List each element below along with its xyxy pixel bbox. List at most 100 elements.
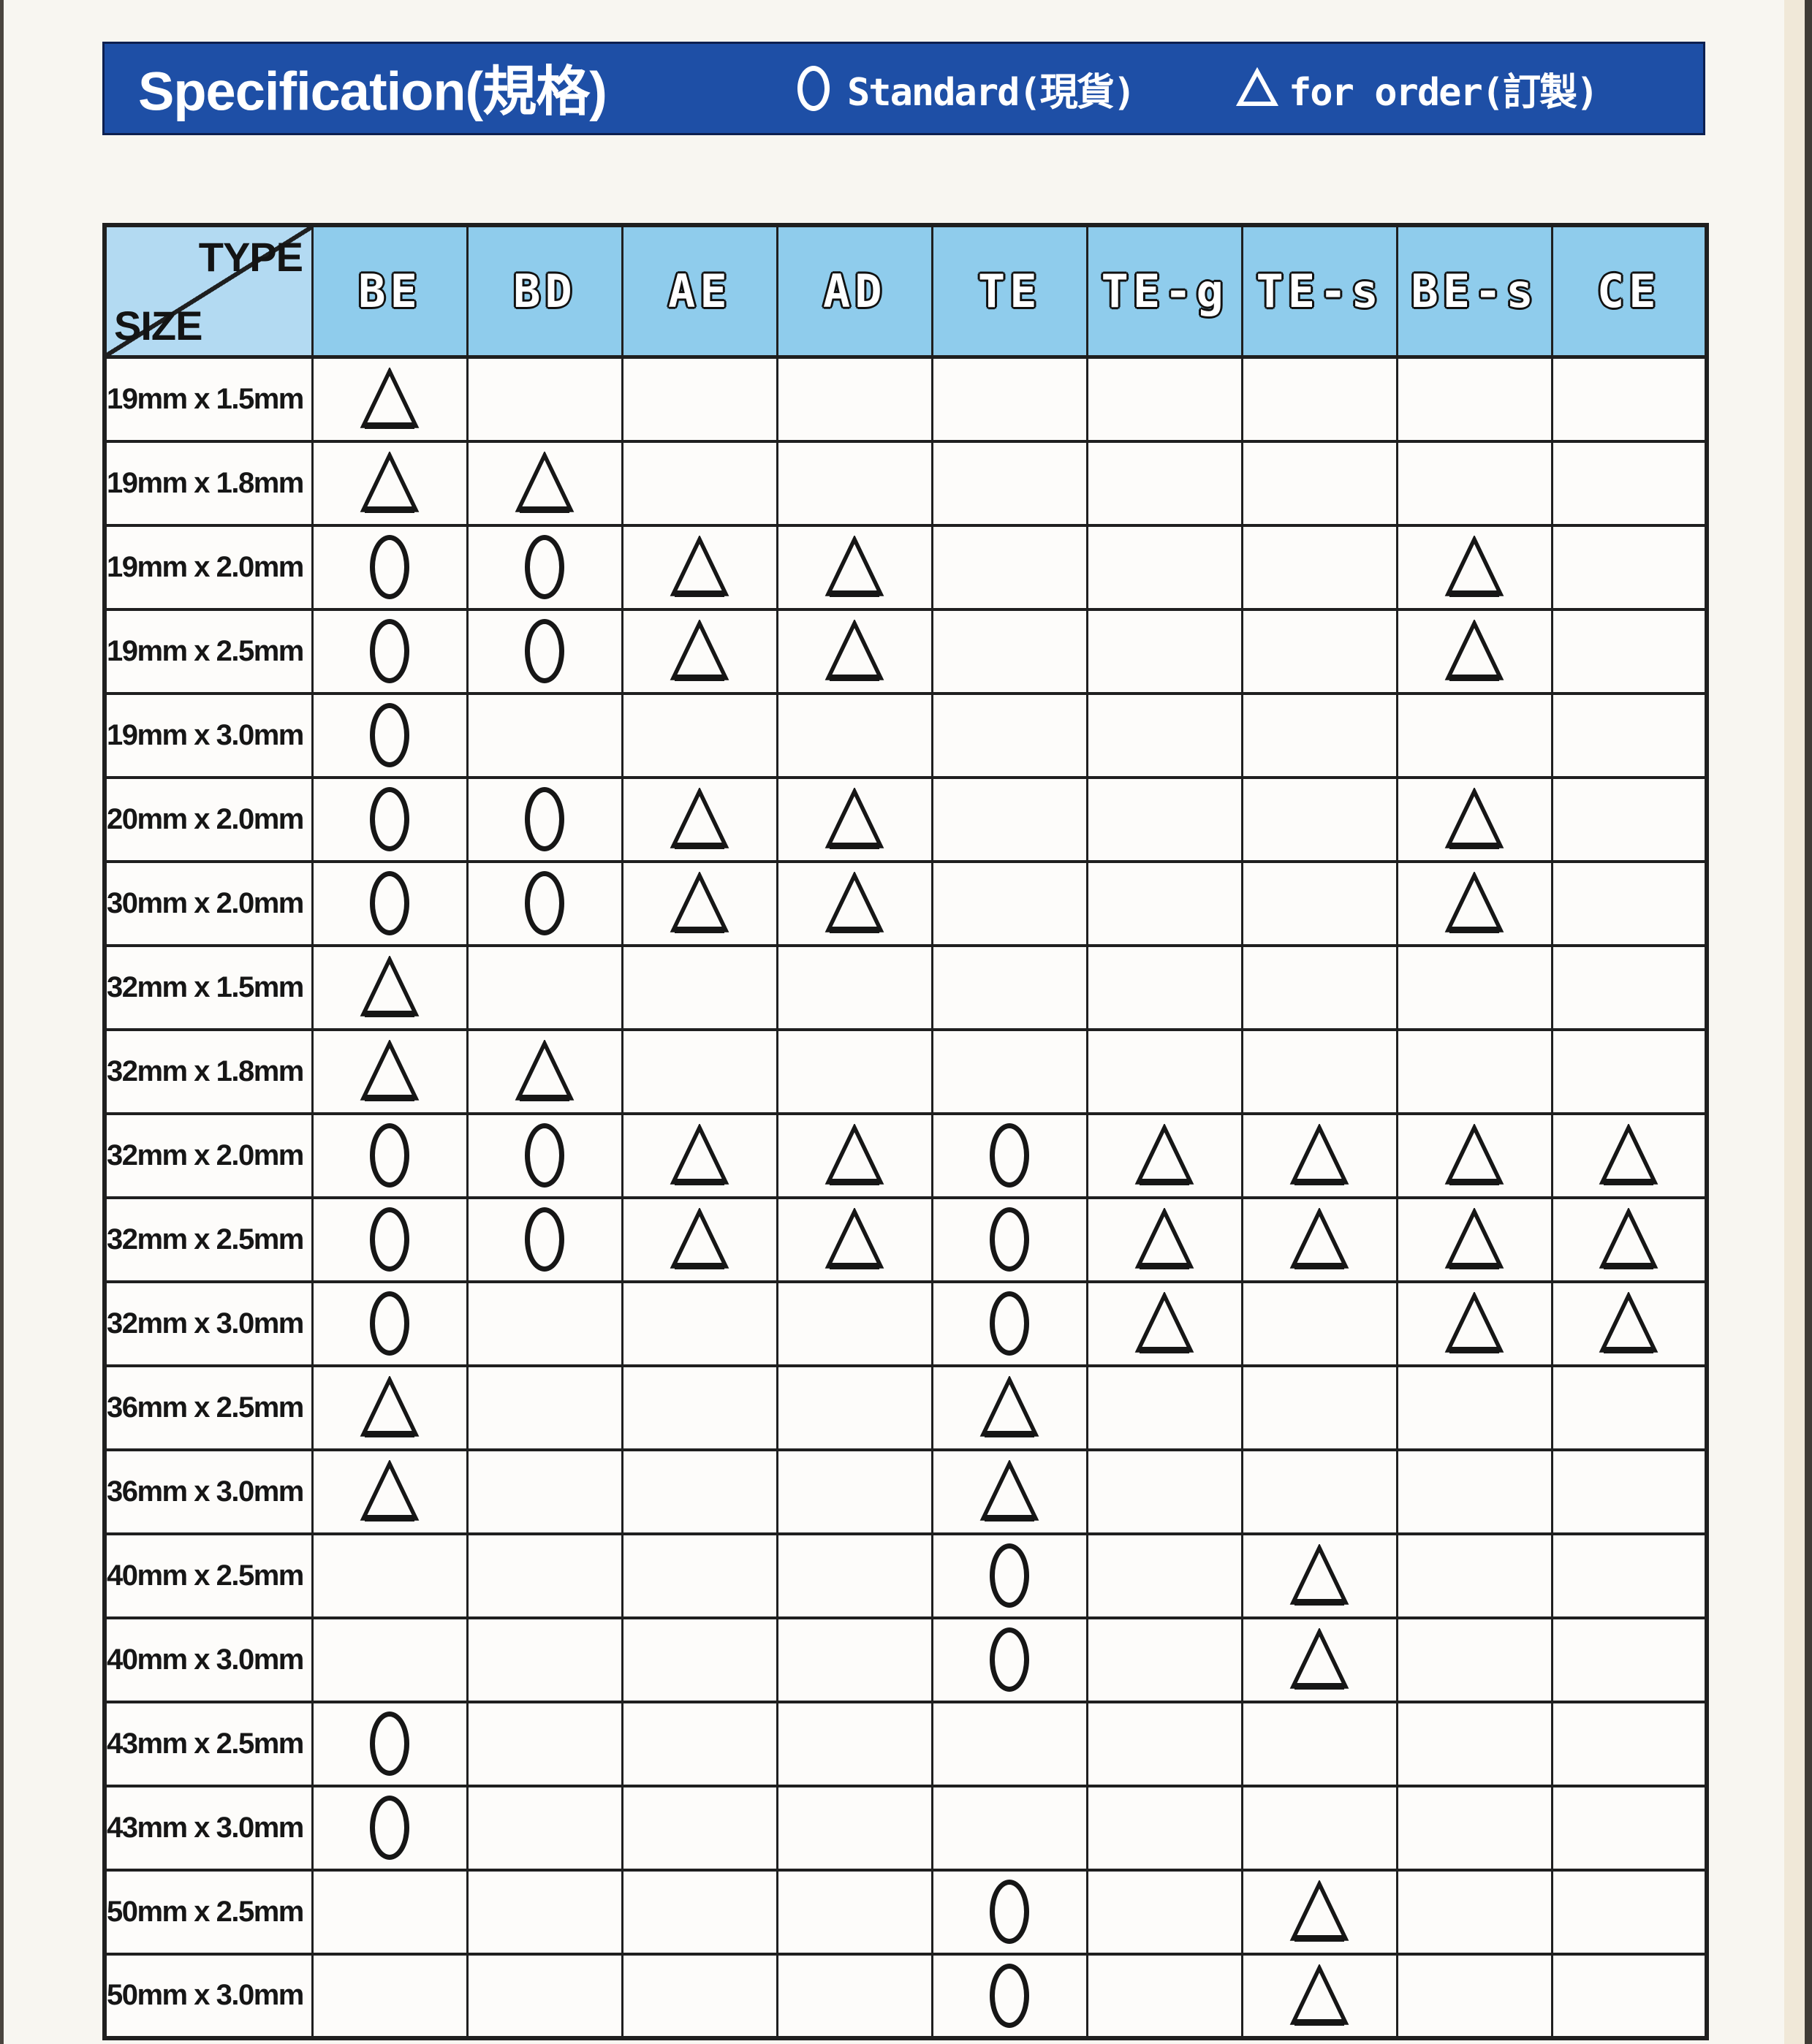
- cell-32mmx2.5mm-AD: [776, 1196, 933, 1283]
- triangle-mark: [670, 872, 729, 933]
- table-row: 32mm x 3.0mm: [103, 1280, 1708, 1367]
- cell-32mmx1.5mm-AD: [776, 943, 933, 1031]
- cell-50mmx3.0mm-BE-s: [1395, 1952, 1553, 2040]
- cell-19mmx3.0mm-BE: [311, 691, 469, 779]
- cell-40mmx2.5mm-BE: [311, 1532, 469, 1619]
- cell-32mmx1.5mm-AE: [621, 943, 778, 1031]
- cell-19mmx1.5mm-CE: [1550, 355, 1708, 443]
- cell-32mmx2.0mm-TE-s: [1240, 1112, 1398, 1199]
- cell-40mmx3.0mm-TE: [930, 1616, 1088, 1703]
- triangle-mark: [1289, 1544, 1349, 1606]
- cell-32mmx2.0mm-AE: [621, 1112, 778, 1199]
- cell-19mmx3.0mm-CE: [1550, 691, 1708, 779]
- cell-19mmx1.8mm-TE: [930, 439, 1088, 527]
- cell-19mmx2.0mm-AD: [776, 523, 933, 611]
- cell-36mmx2.5mm-AE: [621, 1364, 778, 1451]
- cell-43mmx2.5mm-CE: [1550, 1700, 1708, 1787]
- cell-32mmx2.0mm-TE-g: [1085, 1112, 1243, 1199]
- cell-40mmx2.5mm-BD: [466, 1532, 623, 1619]
- triangle-mark: [825, 620, 884, 681]
- header-row: TYPE SIZE BE BD AE AD TE TE-g TE-s BE-s CE: [103, 224, 1708, 359]
- cell-50mmx2.5mm-TE-g: [1085, 1868, 1243, 1956]
- cell-20mmx2.0mm-AD: [776, 775, 933, 863]
- circle-mark: [525, 535, 565, 599]
- cell-19mmx2.0mm-BE-s: [1395, 523, 1553, 611]
- circle-mark: [990, 1627, 1030, 1692]
- cell-32mmx2.5mm-CE: [1550, 1196, 1708, 1283]
- cell-19mmx1.8mm-CE: [1550, 439, 1708, 527]
- circle-mark: [370, 1207, 410, 1272]
- standard-circle-icon: [797, 66, 830, 111]
- circle-mark: [370, 619, 410, 683]
- cell-43mmx3.0mm-AE: [621, 1784, 778, 1872]
- triangle-mark: [1444, 1292, 1504, 1353]
- cell-32mmx2.5mm-TE: [930, 1196, 1088, 1283]
- triangle-mark: [979, 1460, 1039, 1521]
- cell-32mmx2.5mm-BD: [466, 1196, 623, 1283]
- cell-36mmx2.5mm-AD: [776, 1364, 933, 1451]
- column-header-TE: TE: [930, 224, 1088, 359]
- corner-cell: TYPE SIZE: [103, 224, 314, 359]
- cell-19mmx1.5mm-BE-s: [1395, 355, 1553, 443]
- cell-50mmx3.0mm-TE: [930, 1952, 1088, 2040]
- cell-19mmx3.0mm-AE: [621, 691, 778, 779]
- cell-32mmx2.5mm-TE-g: [1085, 1196, 1243, 1283]
- triangle-mark: [1289, 1208, 1349, 1269]
- triangle-mark: [670, 1124, 729, 1185]
- cell-19mmx3.0mm-BE-s: [1395, 691, 1553, 779]
- table-row: 50mm x 2.5mm: [103, 1868, 1708, 1956]
- size-label: 50mm x 3.0mm: [103, 1952, 314, 2040]
- cell-20mmx2.0mm-AE: [621, 775, 778, 863]
- circle-mark: [525, 1207, 565, 1272]
- cell-40mmx2.5mm-CE: [1550, 1532, 1708, 1619]
- size-label: 19mm x 2.5mm: [103, 607, 314, 695]
- size-label: 19mm x 2.0mm: [103, 523, 314, 611]
- cell-32mmx1.5mm-BE: [311, 943, 469, 1031]
- cell-32mmx2.5mm-BE-s: [1395, 1196, 1553, 1283]
- column-header-label: BD: [513, 265, 577, 318]
- cell-20mmx2.0mm-BD: [466, 775, 623, 863]
- size-label: 30mm x 2.0mm: [103, 859, 314, 947]
- triangle-mark: [1444, 536, 1504, 597]
- size-label: 32mm x 1.5mm: [103, 943, 314, 1031]
- circle-mark: [370, 1796, 410, 1860]
- corner-size-label: SIZE: [114, 303, 202, 349]
- cell-36mmx3.0mm-CE: [1550, 1448, 1708, 1535]
- table-row: 32mm x 1.5mm: [103, 943, 1708, 1031]
- cell-20mmx2.0mm-TE: [930, 775, 1088, 863]
- cell-30mmx2.0mm-AD: [776, 859, 933, 947]
- size-label: 32mm x 2.5mm: [103, 1196, 314, 1283]
- column-header-label: AD: [822, 265, 887, 318]
- cell-32mmx2.5mm-BE: [311, 1196, 469, 1283]
- column-header-BE: BE: [311, 224, 469, 359]
- cell-32mmx1.5mm-CE: [1550, 943, 1708, 1031]
- cell-43mmx3.0mm-BE: [311, 1784, 469, 1872]
- size-label: 43mm x 2.5mm: [103, 1700, 314, 1787]
- circle-mark: [990, 1543, 1030, 1608]
- cell-32mmx2.0mm-BE: [311, 1112, 469, 1199]
- column-header-label: TE-g: [1101, 265, 1228, 318]
- size-label: 40mm x 3.0mm: [103, 1616, 314, 1703]
- cell-19mmx2.0mm-TE-g: [1085, 523, 1243, 611]
- triangle-mark: [360, 1376, 420, 1437]
- size-label: 20mm x 2.0mm: [103, 775, 314, 863]
- table-row: 19mm x 2.5mm: [103, 607, 1708, 695]
- cell-32mmx2.0mm-TE: [930, 1112, 1088, 1199]
- triangle-mark: [1444, 872, 1504, 933]
- cell-36mmx3.0mm-TE-g: [1085, 1448, 1243, 1535]
- cell-19mmx2.0mm-BE: [311, 523, 469, 611]
- cell-19mmx3.0mm-BD: [466, 691, 623, 779]
- cell-19mmx2.5mm-TE: [930, 607, 1088, 695]
- cell-32mmx1.5mm-TE: [930, 943, 1088, 1031]
- cell-43mmx3.0mm-TE-g: [1085, 1784, 1243, 1872]
- cell-19mmx2.5mm-BE-s: [1395, 607, 1553, 695]
- order-triangle-icon: [1236, 67, 1278, 106]
- table-row: 32mm x 2.5mm: [103, 1196, 1708, 1283]
- cell-30mmx2.0mm-TE: [930, 859, 1088, 947]
- cell-50mmx2.5mm-TE: [930, 1868, 1088, 1956]
- cell-30mmx2.0mm-CE: [1550, 859, 1708, 947]
- size-label: 19mm x 3.0mm: [103, 691, 314, 779]
- cell-50mmx3.0mm-BE: [311, 1952, 469, 2040]
- table-row: 19mm x 1.8mm: [103, 439, 1708, 527]
- size-label: 40mm x 2.5mm: [103, 1532, 314, 1619]
